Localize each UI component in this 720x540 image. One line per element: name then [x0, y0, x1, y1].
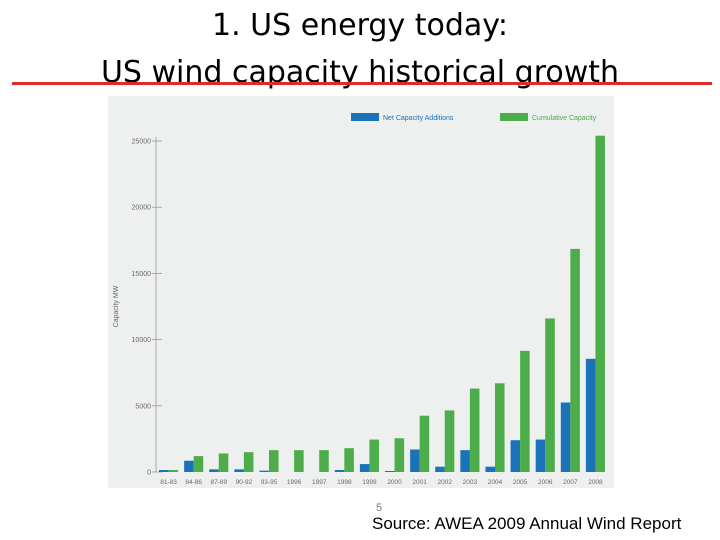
cumulative-capacity-bar — [394, 438, 405, 472]
cumulative-capacity-bar — [243, 452, 254, 472]
net-additions-bar — [485, 466, 495, 472]
wind-capacity-chart: 0 5000 10000 15000 20000 25000 Capacity MW 81-8… — [113, 113, 605, 486]
x-tick-label: 2001 — [412, 479, 427, 486]
net-additions-bar — [560, 402, 571, 472]
net-additions-bar — [234, 469, 244, 472]
net-additions-bar — [510, 440, 521, 472]
x-tick-label: 1998 — [337, 479, 352, 486]
cumulative-capacity-bar — [545, 318, 555, 472]
page-number: 5 — [376, 502, 383, 514]
net-additions-bar — [535, 439, 546, 472]
x-tick-label: 2004 — [488, 479, 503, 486]
y-tick-label: 20000 — [132, 205, 152, 212]
x-tick-label: 84-86 — [185, 479, 202, 486]
cumulative-capacity-bar — [469, 388, 480, 472]
cumulative-capacity-bar — [570, 248, 580, 472]
cumulative-capacity-bar — [218, 453, 229, 472]
slide-title-line-2: US wind capacity historical growth — [100, 55, 620, 90]
x-tick-label: 87-89 — [210, 479, 227, 486]
net-additions-bar — [184, 460, 194, 472]
net-additions-bar — [460, 450, 470, 472]
x-tick-label: 2000 — [387, 479, 402, 486]
legend-cumulative-capacity-swatch — [500, 113, 528, 121]
y-tick-label: 10000 — [132, 337, 152, 344]
net-additions-bar — [585, 358, 596, 472]
net-additions-bar — [385, 471, 395, 472]
x-tick-label: 1997 — [312, 479, 327, 486]
x-tick-label: 1996 — [287, 479, 302, 486]
cumulative-capacity-bar — [369, 439, 379, 472]
net-additions-bar — [359, 464, 370, 472]
x-tick-label: 1999 — [362, 479, 377, 486]
source-note: Source: AWEA 2009 Annual Wind Report — [372, 514, 682, 533]
cumulative-capacity-bar — [294, 450, 304, 472]
y-tick-label: 25000 — [132, 139, 152, 146]
x-tick-label: 2006 — [538, 479, 553, 486]
cumulative-capacity-bar — [520, 350, 530, 472]
cumulative-capacity-bar — [495, 383, 505, 472]
net-additions-bar — [435, 466, 445, 472]
y-axis-label: Capacity MW — [113, 285, 120, 327]
legend-net-additions-swatch — [351, 113, 379, 121]
cumulative-capacity-bar — [419, 415, 430, 472]
chart-panel: 0 5000 10000 15000 20000 25000 Capacity MW 81-8… — [108, 96, 614, 488]
cumulative-capacity-bar — [319, 450, 329, 472]
x-tick-label: 90-92 — [236, 479, 253, 486]
net-additions-bar — [209, 469, 219, 472]
x-tick-label: 93-95 — [261, 479, 278, 486]
cumulative-capacity-bar — [595, 135, 605, 473]
x-tick-label: 2002 — [438, 479, 453, 486]
net-additions-bar — [259, 470, 269, 472]
slide-title-line-1: 1. US energy today: — [212, 8, 508, 43]
title-underline-rule — [12, 82, 712, 85]
x-tick-label: 81-83 — [160, 479, 177, 486]
y-tick-label: 15000 — [132, 271, 152, 278]
cumulative-capacity-bar — [168, 470, 179, 472]
cumulative-capacity-bar — [269, 450, 279, 472]
cumulative-capacity-bar — [444, 410, 455, 472]
cumulative-capacity-bar — [193, 456, 204, 472]
legend-cumulative-capacity-label: Cumulative Capacity — [532, 115, 597, 122]
net-additions-bar — [334, 470, 345, 472]
legend-net-additions-label: Net Capacity Additions — [383, 115, 454, 122]
x-tick-label: 2008 — [588, 479, 603, 486]
cumulative-capacity-bar — [344, 448, 354, 472]
x-tick-label: 2005 — [513, 479, 528, 486]
x-tick-label: 2003 — [463, 479, 478, 486]
x-tick-label: 2007 — [563, 479, 578, 486]
y-tick-label: 5000 — [135, 403, 151, 410]
y-tick-label: 0 — [147, 470, 151, 477]
net-additions-bar — [159, 470, 169, 472]
net-additions-bar — [410, 449, 420, 472]
